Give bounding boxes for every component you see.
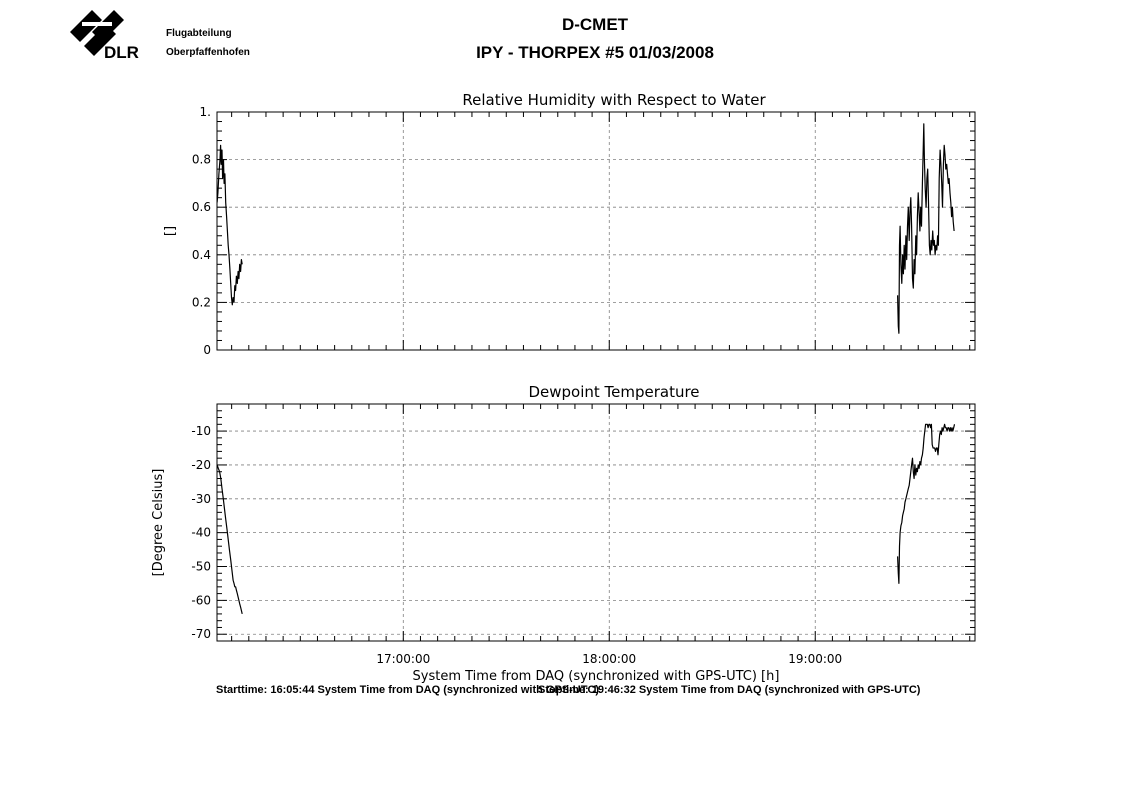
y-tick-label: 0.4 [192,248,211,262]
plot-frame [216,111,976,351]
data-line [216,144,243,306]
y-axis-label: [] [163,226,178,236]
data-line [216,464,243,615]
y-tick-label: -60 [191,593,211,607]
y-tick-label: -40 [191,526,211,540]
plot-frame [216,403,976,642]
footer-starttime: Starttime: 16:05:44 System Time from DAQ… [216,684,600,696]
y-axis-label: [Degree Celsius] [151,469,166,577]
plot-title: Dewpoint Temperature [528,383,699,401]
y-tick-label: 0.2 [192,295,211,309]
y-tick-label: -50 [191,560,211,574]
footer-stoptime: Stoptime: 19:46:32 System Time from DAQ … [538,684,921,696]
page-header: DLR Flugabteilung Oberpfaffenhofen D-CME… [0,0,1123,80]
y-tick-label: 0.6 [192,200,211,214]
y-tick-label: -10 [191,424,211,438]
y-tick-label: -70 [191,627,211,641]
y-tick-label: -20 [191,458,211,472]
y-tick-label: 0.8 [192,153,211,167]
x-tick-label: 18:00:00 [582,652,636,666]
logo-org-line1: Flugabteilung [166,28,232,39]
logo-org-short: DLR [104,43,139,62]
page-title: D-CMET [561,15,629,34]
logo-org-line2: Oberpfaffenhofen [166,47,250,58]
x-axis-label: System Time from DAQ (synchronized with … [413,669,780,684]
y-tick-label: 0 [203,343,211,357]
y-tick-label: 1. [200,105,211,119]
plot-title: Relative Humidity with Respect to Water [462,91,766,109]
chart-1: Relative Humidity with Respect to Water 0… [163,91,976,357]
data-line [897,423,956,585]
data-line [897,123,955,334]
y-tick-label: -30 [191,492,211,506]
chart-2: Dewpoint Temperature -70 -60 -50 -40 -30 -20 -1… [151,383,976,684]
page-subtitle: IPY - THORPEX #5 01/03/2008 [476,43,714,62]
dlr-logo-icon [70,10,124,56]
x-tick-label: 17:00:00 [376,652,430,666]
x-tick-label: 19:00:00 [788,652,842,666]
